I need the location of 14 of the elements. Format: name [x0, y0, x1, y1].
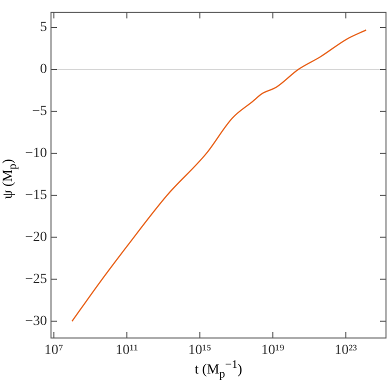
y-tick-label: 5 [40, 20, 47, 36]
x-tick-label: 10⁷ [44, 343, 64, 358]
y-tick-label: −25 [25, 272, 47, 287]
y-tick-label: −30 [25, 314, 47, 329]
y-tick-label: −15 [25, 188, 47, 204]
x-tick-label: 10¹⁵ [188, 343, 212, 358]
x-tick-label: 10¹⁹ [261, 343, 284, 358]
x-tick-label: 10²³ [334, 343, 357, 358]
x-axis-title: t (M$_{p}$$^{−1}$) [194, 358, 244, 380]
y-tick-label: −10 [25, 146, 47, 162]
y-tick-label: −20 [25, 230, 47, 245]
x-tick-label: 10¹¹ [116, 343, 138, 358]
y-tick-label: 0 [40, 62, 47, 78]
y-tick-label: −5 [32, 104, 47, 120]
